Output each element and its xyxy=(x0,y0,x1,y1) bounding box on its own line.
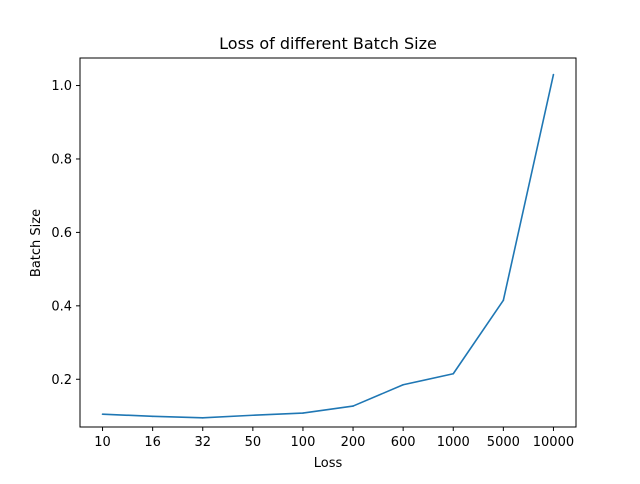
x-tick-label: 50 xyxy=(245,435,262,450)
x-tick-label: 1000 xyxy=(437,435,470,450)
data-point xyxy=(101,413,104,415)
y-tick-label: 0.8 xyxy=(51,152,72,167)
y-tick-label: 1.0 xyxy=(51,79,72,94)
series-line xyxy=(102,74,555,419)
x-tick-label: 5000 xyxy=(487,435,520,450)
x-tick-label: 10000 xyxy=(533,435,574,450)
y-tick-label: 0.2 xyxy=(51,373,72,388)
chart-title: Loss of different Batch Size xyxy=(219,34,437,53)
x-tick-label: 200 xyxy=(341,435,366,450)
data-point xyxy=(252,414,254,417)
x-axis-label: Loss xyxy=(314,456,343,471)
data-point xyxy=(502,299,505,302)
x-tick-label: 100 xyxy=(291,435,316,450)
y-tick-label: 0.4 xyxy=(51,299,72,314)
y-axis-label: Batch Size xyxy=(29,209,44,277)
data-point xyxy=(452,372,455,375)
data-point xyxy=(201,417,204,419)
data-point xyxy=(302,412,304,414)
x-tick-label: 10 xyxy=(94,435,111,450)
plot-area: 0.2 0.4 0.6 0.8 1.0 10 16 32 50 100 200 600 1000 5000… xyxy=(51,57,577,450)
x-tick-label: 16 xyxy=(144,435,161,450)
x-tick-label: 600 xyxy=(391,435,416,450)
x-tick-label: 32 xyxy=(194,435,211,450)
data-point xyxy=(151,415,154,418)
data-point xyxy=(552,73,555,76)
data-point xyxy=(402,383,404,386)
y-tick-label: 0.6 xyxy=(51,226,72,241)
plot-frame xyxy=(79,57,577,428)
data-point xyxy=(352,405,354,407)
